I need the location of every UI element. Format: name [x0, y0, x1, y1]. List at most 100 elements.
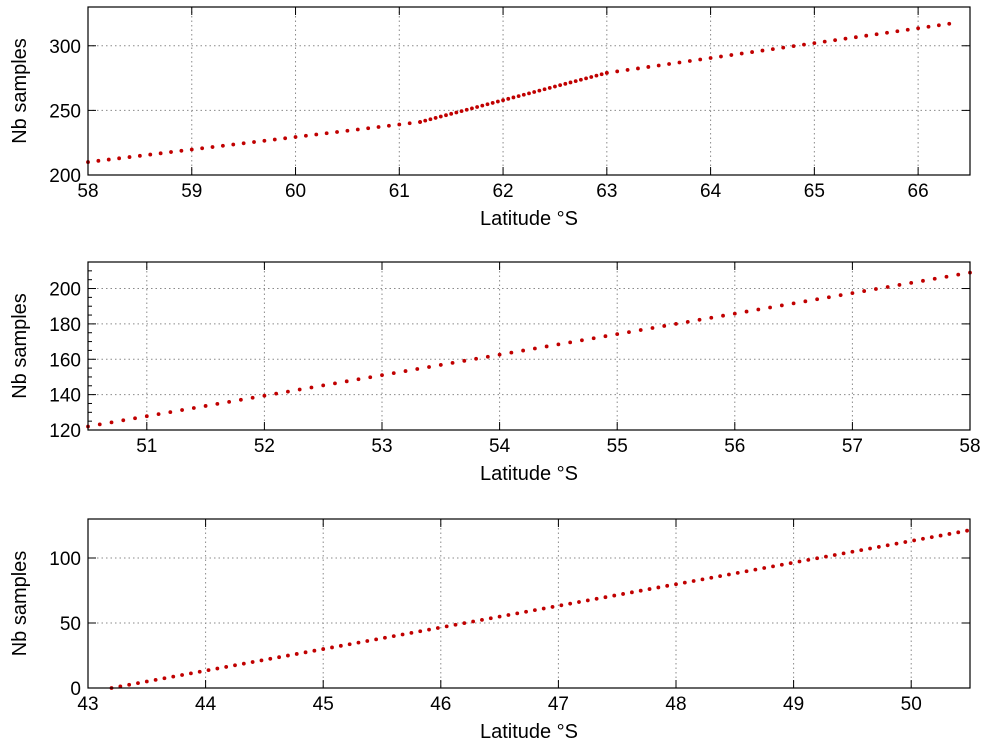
data-point [400, 632, 405, 637]
data-point [815, 297, 820, 302]
y-tick-label: 180 [49, 315, 81, 336]
data-point [241, 141, 246, 146]
data-point [501, 98, 505, 103]
data-point [387, 123, 391, 128]
data-point [231, 142, 236, 147]
plot-area [88, 7, 970, 175]
data-point [779, 562, 784, 567]
data-point [921, 536, 925, 541]
data-point [824, 554, 828, 559]
data-point [506, 96, 511, 101]
data-point [532, 90, 537, 94]
x-tick-label: 56 [724, 436, 745, 457]
data-point [537, 88, 542, 93]
data-point [687, 59, 692, 63]
y-axis-label: Nb samples [9, 38, 31, 144]
data-point [444, 113, 448, 118]
data-point [366, 126, 371, 131]
data-point [397, 122, 402, 127]
data-point [956, 272, 961, 277]
x-tick-label: 61 [389, 181, 410, 202]
data-point [812, 41, 817, 46]
data-point [272, 137, 277, 142]
data-point [462, 621, 467, 626]
y-tick-label: 50 [60, 614, 81, 635]
data-point [380, 373, 384, 378]
x-tick-label: 50 [901, 694, 922, 715]
data-point [542, 87, 547, 92]
data-point [415, 367, 420, 371]
data-point [365, 639, 370, 643]
data-point [356, 377, 361, 382]
data-point [921, 278, 925, 283]
data-point [615, 332, 620, 337]
x-tick-label: 62 [492, 181, 513, 202]
data-point [106, 157, 111, 162]
data-point [210, 145, 215, 149]
plot-area [88, 519, 970, 688]
data-point [330, 645, 334, 650]
data-point [802, 42, 806, 47]
data-point [515, 611, 520, 616]
data-point [286, 389, 290, 394]
data-point [947, 532, 952, 536]
data-point [584, 76, 588, 81]
data-point [127, 155, 132, 159]
data-point [180, 408, 184, 412]
x-tick-label: 51 [136, 436, 157, 457]
y-tick-label: 100 [49, 549, 81, 570]
data-point [621, 592, 625, 596]
data-point [756, 307, 761, 312]
data-point [162, 676, 167, 681]
data-point [314, 132, 319, 137]
data-point [250, 660, 255, 664]
data-point [753, 567, 758, 572]
data-point [283, 136, 288, 141]
data-point [220, 143, 225, 148]
data-point [191, 406, 196, 410]
data-point [885, 285, 890, 289]
data-point [760, 48, 765, 53]
data-point [762, 566, 767, 570]
data-point [698, 57, 703, 62]
data-point [674, 582, 678, 587]
y-tick-label: 120 [49, 421, 81, 442]
data-point [874, 287, 878, 291]
data-point [843, 36, 848, 41]
data-point [153, 677, 158, 682]
data-point [438, 363, 443, 367]
data-point [474, 356, 478, 361]
data-point [238, 397, 243, 402]
data-point [770, 47, 775, 51]
data-point [121, 418, 126, 423]
data-point [438, 114, 443, 119]
data-point [259, 658, 264, 663]
y-tick-label: 300 [49, 37, 81, 58]
data-point [427, 627, 431, 632]
data-point [700, 577, 705, 582]
data-point [516, 94, 521, 98]
data-point [179, 148, 184, 153]
data-point [450, 360, 455, 365]
x-tick-label: 44 [195, 694, 217, 715]
data-point [573, 79, 578, 83]
x-tick-label: 55 [607, 436, 628, 457]
data-point [727, 572, 731, 577]
data-point [418, 629, 423, 634]
data-point [806, 557, 811, 562]
data-point [677, 60, 682, 65]
data-point [868, 546, 872, 551]
data-point [744, 309, 749, 314]
data-point [215, 401, 220, 406]
data-point [470, 106, 474, 111]
data-point [189, 671, 193, 676]
data-point [262, 393, 267, 398]
x-tick-label: 53 [371, 436, 392, 457]
data-point [558, 83, 563, 88]
axes-frame [87, 518, 971, 689]
data-point [109, 420, 114, 425]
data-point [932, 276, 937, 281]
data-point [524, 609, 528, 614]
data-point [947, 21, 952, 26]
data-point [168, 410, 173, 415]
